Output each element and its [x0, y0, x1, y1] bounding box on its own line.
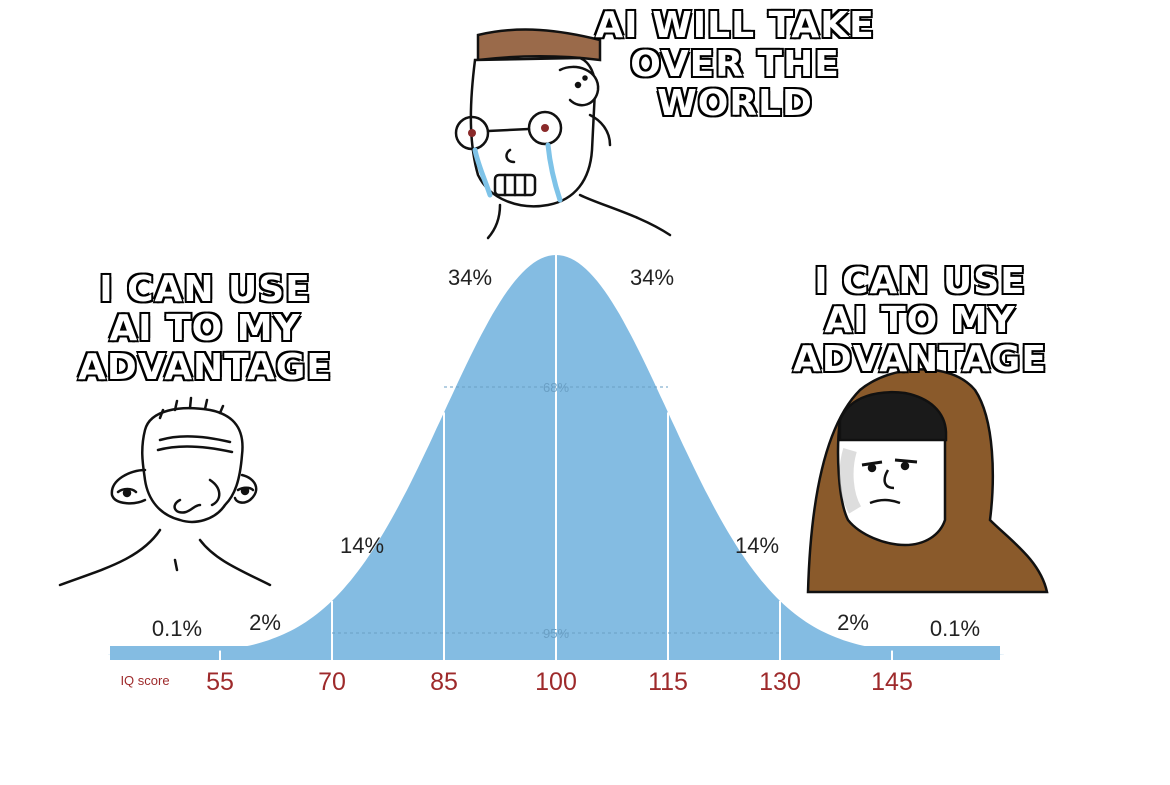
caption-top: AI WILL TAKE OVER THE WORLD [540, 5, 930, 124]
band-label-left-14: 14% [340, 533, 384, 558]
band-label-right-14: 14% [735, 533, 779, 558]
caption-line: OVER THE [629, 44, 840, 85]
caption-left: I CAN USE AI TO MY ADVANTAGE [55, 269, 355, 388]
caption-line: I CAN USE [98, 269, 311, 310]
caption-line: AI TO MY [823, 300, 1016, 341]
band-label-right-34: 34% [630, 265, 674, 290]
caption-line: I CAN USE [813, 261, 1026, 302]
band-label-left-2: 2% [249, 610, 281, 635]
caption-line: AI WILL TAKE [594, 5, 875, 46]
crying-glasses-character [454, 28, 672, 240]
x-tick-label: 70 [318, 668, 346, 696]
caption-line: AI TO MY [108, 308, 301, 349]
x-tick-label: 145 [871, 668, 913, 696]
caption-line: WORLD [656, 83, 813, 124]
x-axis-label: IQ score [120, 673, 169, 688]
caption-right: I CAN USE AI TO MY ADVANTAGE [770, 261, 1070, 380]
iq-bell-curve-chart: 68% 95% 0.1% 2% 14% 34% 34% 14% 2% 0.1% IQ score 55… [108, 255, 1004, 696]
one-sd-range-label: 68% [543, 380, 569, 395]
x-tick-label: 85 [430, 668, 458, 696]
x-tick-label: 55 [206, 668, 234, 696]
caption-line: ADVANTAGE [792, 339, 1047, 380]
smiling-simpleton-character [58, 396, 272, 587]
band-label-far-left: 0.1% [152, 616, 202, 641]
x-tick-label: 100 [535, 668, 577, 696]
two-sd-range-label: 95% [543, 626, 569, 641]
caption-line: ADVANTAGE [77, 347, 332, 388]
band-label-left-34: 34% [448, 265, 492, 290]
x-tick-label: 130 [759, 668, 801, 696]
band-label-far-right: 0.1% [930, 616, 980, 641]
band-label-right-2: 2% [837, 610, 869, 635]
x-tick-label: 115 [648, 668, 688, 696]
hooded-sage-character [806, 368, 1049, 594]
